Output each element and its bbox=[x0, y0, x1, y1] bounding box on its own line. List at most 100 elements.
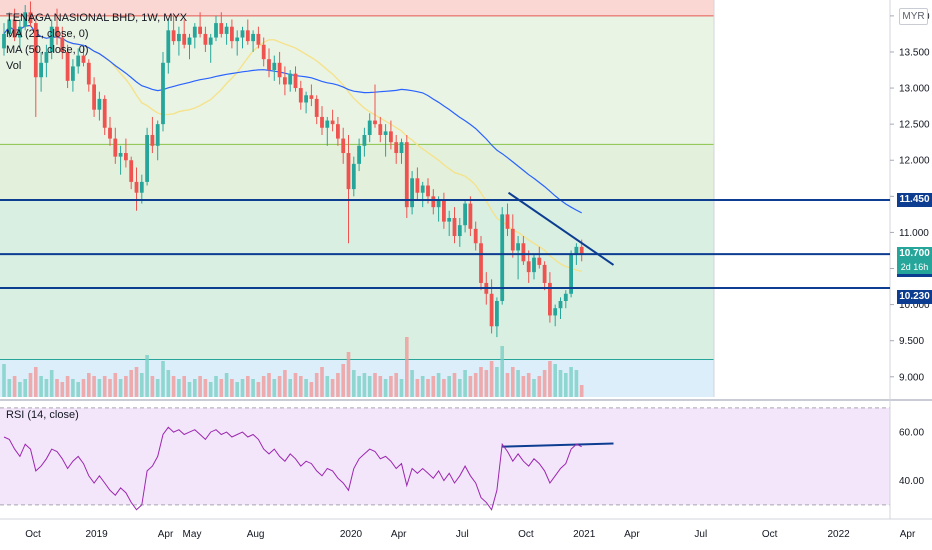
candle-body bbox=[139, 181, 144, 193]
ma21-legend[interactable]: MA (21, close, 0) bbox=[6, 28, 89, 40]
volume-bar bbox=[2, 364, 6, 397]
candle-body bbox=[187, 37, 192, 45]
candle-body bbox=[542, 264, 547, 283]
time-tick-label: Apr bbox=[158, 529, 174, 540]
candle-body bbox=[362, 134, 367, 146]
candle-body bbox=[378, 124, 383, 135]
candle-body bbox=[2, 33, 6, 49]
candle-body bbox=[245, 30, 250, 42]
candle-body bbox=[399, 142, 404, 154]
candle-body bbox=[442, 199, 446, 222]
candle-body bbox=[346, 153, 351, 190]
price-trendline bbox=[507, 191, 615, 266]
rsi-trendline bbox=[502, 442, 614, 448]
time-tick-label: 2022 bbox=[827, 529, 850, 540]
candle-body bbox=[28, 12, 33, 24]
volume-bar bbox=[49, 370, 54, 397]
volume-bar bbox=[383, 379, 388, 397]
price-tag-0[interactable]: 11.450 bbox=[897, 192, 932, 207]
candle-body bbox=[357, 145, 361, 164]
candle-body bbox=[203, 33, 208, 45]
volume-bar bbox=[251, 379, 255, 397]
volume-bar bbox=[346, 352, 351, 397]
candle-body bbox=[526, 261, 531, 273]
volume-bar bbox=[76, 382, 80, 397]
candle-body bbox=[304, 95, 308, 103]
candle-body bbox=[23, 12, 28, 27]
volume-bar bbox=[314, 373, 319, 397]
candle-body bbox=[118, 153, 123, 157]
volume-bar bbox=[558, 370, 563, 397]
volume-bars bbox=[2, 337, 584, 397]
rsi-pane bbox=[3, 426, 582, 511]
candle-body bbox=[256, 33, 261, 45]
volume-bar bbox=[161, 361, 165, 397]
candle-body bbox=[330, 120, 335, 125]
volume-bar bbox=[155, 379, 160, 397]
volume-bar bbox=[394, 373, 398, 397]
volume-bar bbox=[569, 367, 573, 397]
candle-body bbox=[71, 66, 75, 81]
candle-body bbox=[171, 30, 176, 42]
trendlines[interactable] bbox=[502, 191, 615, 448]
zone-bottom bbox=[0, 359, 714, 397]
volume-bar bbox=[18, 382, 22, 397]
volume-bar bbox=[102, 376, 107, 397]
volume-legend[interactable]: Vol bbox=[6, 60, 22, 72]
candle-body bbox=[60, 37, 65, 52]
candle-body bbox=[65, 51, 70, 81]
volume-bar bbox=[92, 376, 96, 397]
volume-bar bbox=[320, 367, 324, 397]
candle-body bbox=[521, 243, 526, 262]
volume-bar bbox=[526, 373, 531, 397]
ma50-legend[interactable]: MA (50, close, 0) bbox=[6, 44, 89, 56]
price-tag-3[interactable]: 10.230 bbox=[897, 290, 932, 304]
price-tag-1[interactable]: 10.700 bbox=[897, 247, 932, 262]
volume-bar bbox=[272, 379, 277, 397]
volume-bar bbox=[516, 370, 520, 397]
time-tick-label: Oct bbox=[762, 529, 778, 540]
price-tick-label: 11.000 bbox=[899, 228, 929, 239]
volume-bar bbox=[405, 337, 409, 397]
currency-badge[interactable]: MYR bbox=[899, 8, 928, 25]
candle-body bbox=[404, 142, 409, 208]
time-tick-label: Apr bbox=[900, 529, 916, 540]
candle-body bbox=[293, 73, 298, 89]
candle-body bbox=[277, 62, 282, 78]
horizontal-levels[interactable] bbox=[0, 198, 890, 290]
symbol-title[interactable]: TENAGA NASIONAL BHD, 1W, MYX bbox=[6, 12, 188, 24]
rsi-legend[interactable]: RSI (14, close) bbox=[6, 409, 79, 421]
candle-body bbox=[155, 124, 160, 146]
candle-body bbox=[177, 33, 181, 42]
volume-bar bbox=[447, 376, 451, 397]
grid-lines bbox=[0, 0, 932, 520]
candle-body bbox=[516, 243, 520, 251]
volume-bar bbox=[304, 379, 308, 397]
volume-bar bbox=[399, 379, 404, 397]
volume-bar bbox=[458, 379, 462, 397]
volume-bar bbox=[442, 379, 446, 397]
volume-bar bbox=[140, 373, 144, 397]
volume-bar bbox=[224, 373, 229, 397]
volume-bar bbox=[240, 379, 245, 397]
candle-body bbox=[558, 300, 563, 309]
candle-body bbox=[505, 214, 510, 229]
candle-body bbox=[489, 293, 494, 327]
candle-body bbox=[468, 203, 473, 229]
volume-bar bbox=[548, 361, 552, 397]
candle-body bbox=[224, 26, 229, 34]
candle-body bbox=[219, 23, 224, 34]
candle-body bbox=[431, 196, 436, 208]
volume-bar bbox=[81, 379, 86, 397]
volume-bar bbox=[113, 373, 118, 397]
ma50-line bbox=[3, 24, 582, 214]
candle-body bbox=[161, 62, 165, 125]
candle-body bbox=[7, 19, 12, 34]
volume-bar bbox=[489, 361, 494, 397]
volume-bar bbox=[352, 370, 356, 397]
candle-body bbox=[309, 95, 314, 99]
candle-body bbox=[436, 199, 441, 208]
volume-bar bbox=[198, 376, 202, 397]
candle-body bbox=[129, 160, 134, 182]
volume-bar bbox=[166, 370, 171, 397]
